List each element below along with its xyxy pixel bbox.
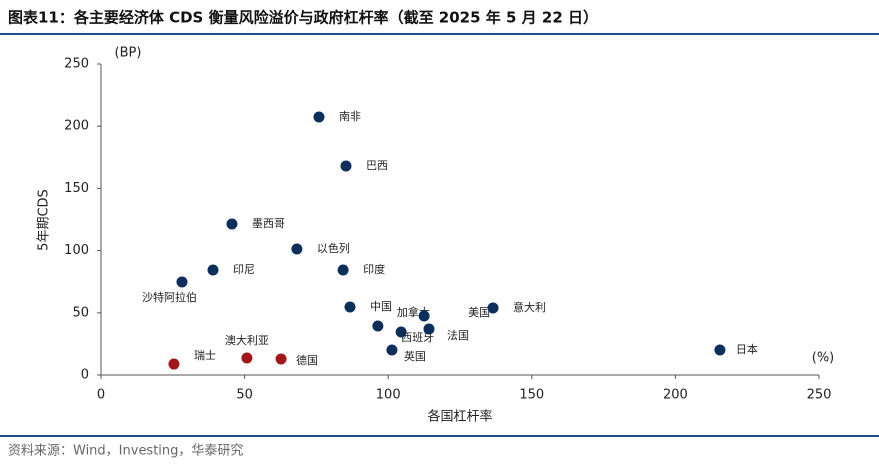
point-label: 以色列 [317,241,350,255]
point [226,218,238,230]
x-tick-label: 0 [97,388,105,403]
y-tick-label: 0 [81,368,89,383]
point-label: 印尼 [233,263,255,276]
point [176,276,188,288]
point [291,243,303,255]
point-label: 日本 [736,342,758,356]
point [337,264,349,276]
point-label: 英国 [404,349,426,363]
y-axis-title: 5年期CDS [37,189,52,251]
point-label: 沙特阿拉伯 [142,290,197,304]
point [395,326,407,338]
point [313,111,325,123]
point [241,352,253,364]
x-tick-label: 250 [807,388,832,403]
point-label: 印度 [363,262,385,276]
point [168,358,180,370]
point-label: 意大利 [513,300,546,314]
y-tick-label: 200 [64,119,89,134]
point-label: 墨西哥 [252,217,285,230]
point [714,344,726,356]
point [207,264,219,276]
x-tick-label: 200 [663,388,688,403]
point-label: 中国 [370,300,392,313]
point [487,302,499,314]
point-label: 巴西 [366,159,388,172]
point [340,160,352,172]
chart-title: 图表11：各主要经济体 CDS 衡量风险溢价与政府杠杆率（截至 2025 年 5… [8,9,598,27]
x-tick-label: 150 [519,388,544,403]
x-axis-title: 各国杠杆率 [427,409,492,425]
point-label: 美国 [468,306,490,319]
point [418,310,430,322]
point-label: 德国 [296,353,318,367]
y-unit: (BP) [115,46,142,61]
y-tick-label: 150 [64,181,89,196]
y-tick-label: 50 [72,305,89,320]
point-label: 瑞士 [194,348,216,362]
point [423,323,435,335]
point-label: 澳大利亚 [225,333,269,347]
point [275,353,287,365]
point-label: 西班牙 [401,331,434,344]
point-label: 法国 [447,328,469,342]
y-tick-label: 250 [64,57,89,72]
point [386,344,398,356]
point [344,301,356,313]
x-unit: (%) [812,351,835,366]
source: 资料来源：Wind，Investing，华泰研究 [8,444,243,459]
x-tick-label: 50 [236,388,253,403]
point-label: 南非 [339,110,361,123]
point [372,320,384,332]
y-tick-label: 100 [64,243,89,258]
x-tick-label: 100 [376,388,401,403]
